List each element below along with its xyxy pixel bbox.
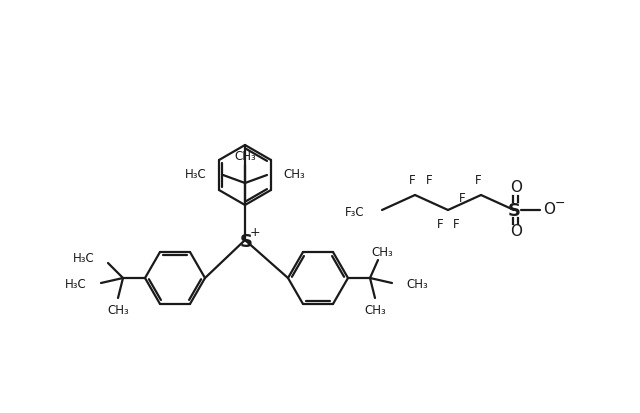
Text: O: O [543,202,555,218]
Text: CH₃: CH₃ [406,278,428,290]
Text: CH₃: CH₃ [234,150,256,164]
Text: S: S [239,233,253,251]
Text: H₃C: H₃C [73,252,95,264]
Text: S: S [508,202,520,220]
Text: F₃C: F₃C [344,206,364,218]
Text: F: F [475,175,481,188]
Text: −: − [555,197,565,209]
Text: F: F [409,175,415,188]
Text: F: F [452,218,460,230]
Text: H₃C: H₃C [185,169,207,181]
Text: CH₃: CH₃ [107,304,129,316]
Text: F: F [436,218,444,230]
Text: F: F [459,192,465,206]
Text: O: O [510,225,522,240]
Text: O: O [510,180,522,195]
Text: H₃C: H₃C [65,278,87,290]
Text: CH₃: CH₃ [364,304,386,316]
Text: CH₃: CH₃ [371,245,393,259]
Text: F: F [426,175,432,188]
Text: CH₃: CH₃ [283,169,305,181]
Text: +: + [250,226,260,240]
